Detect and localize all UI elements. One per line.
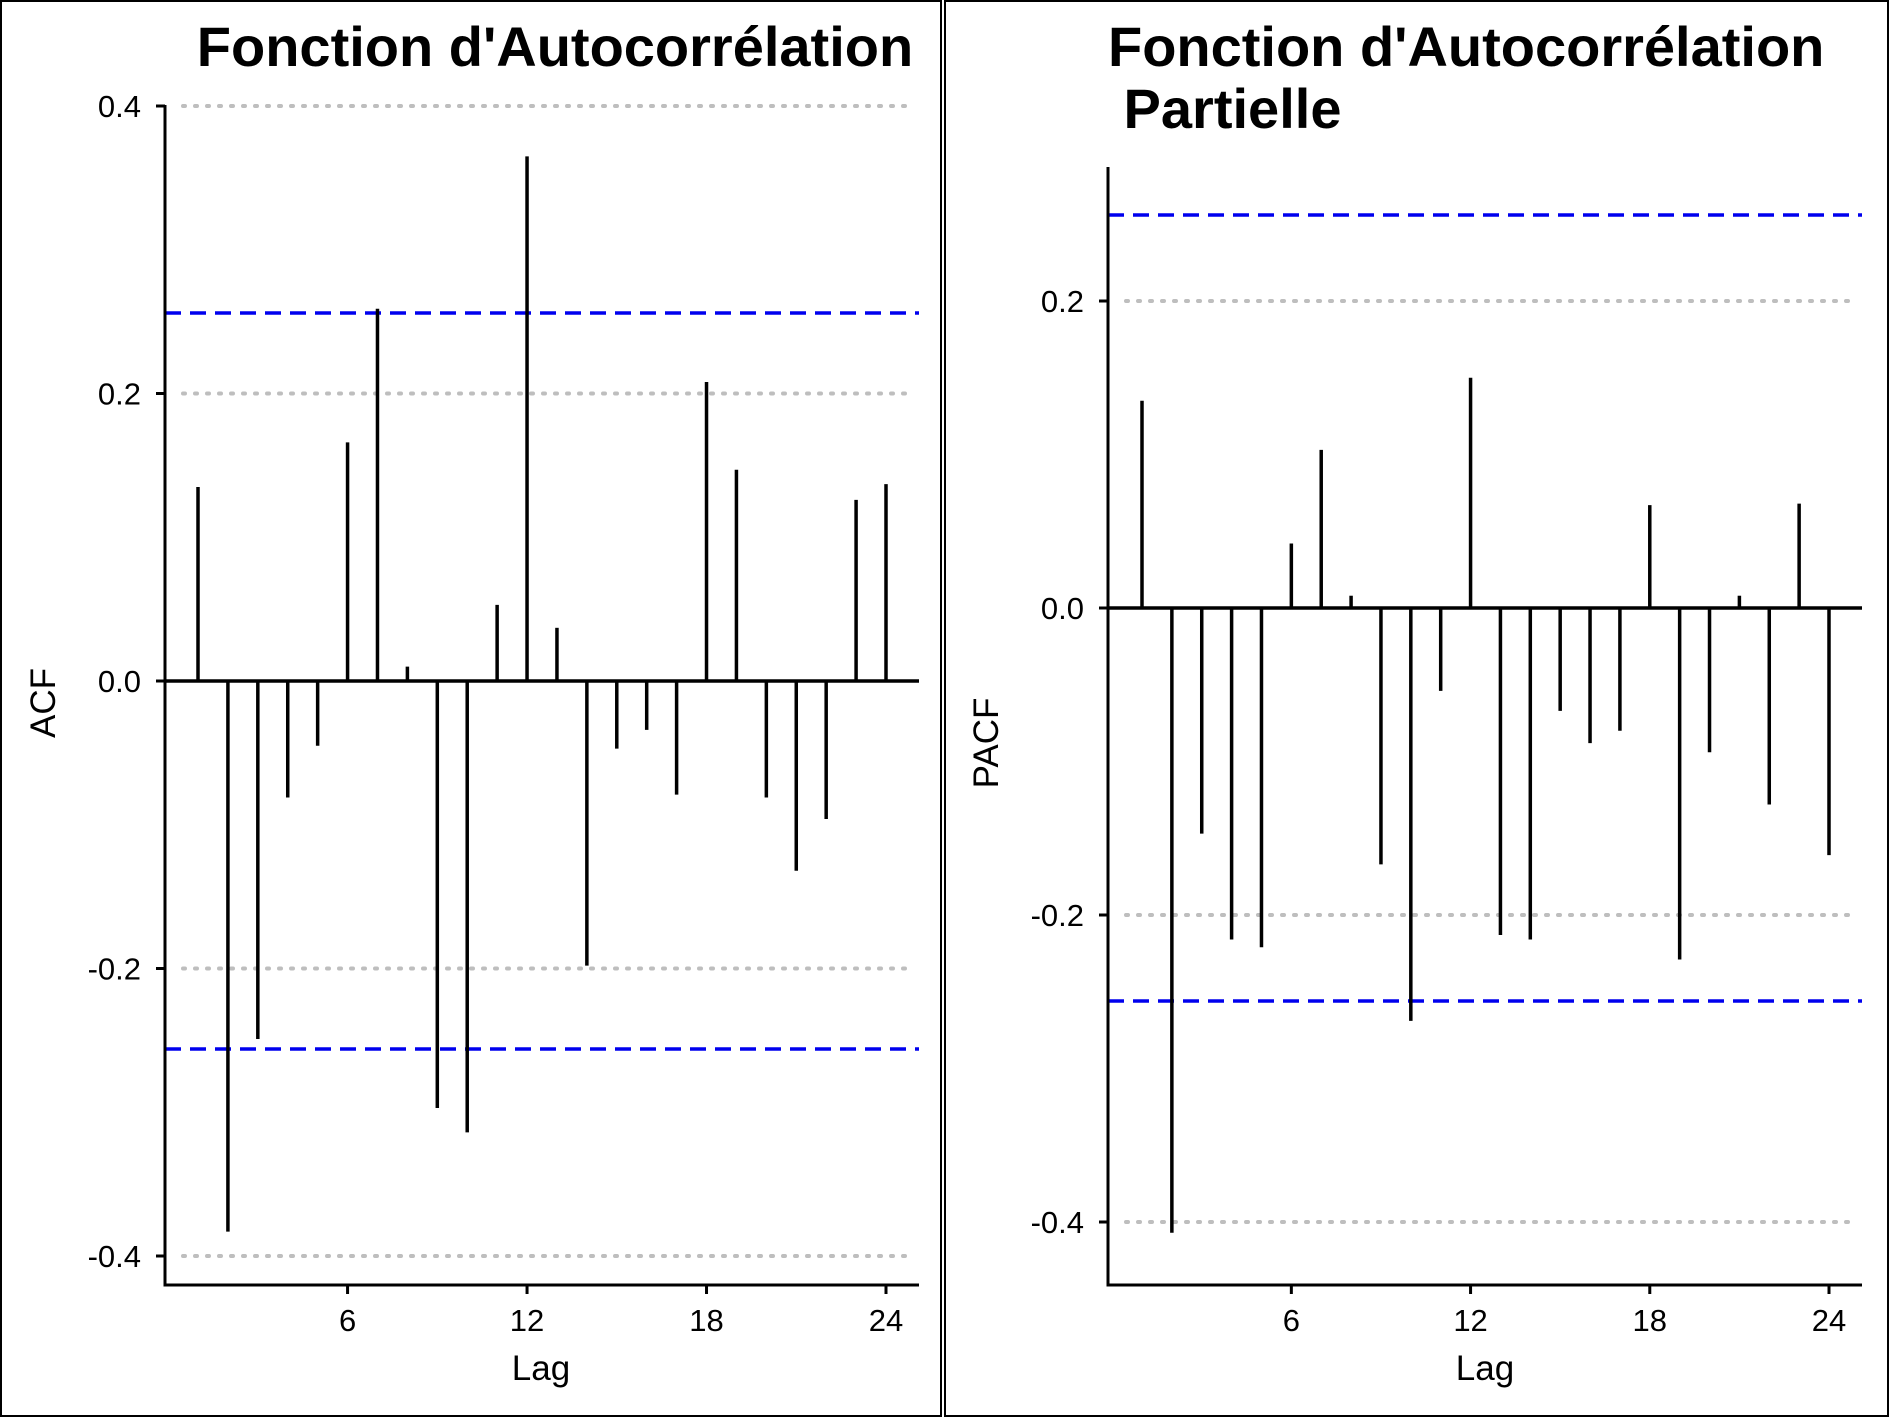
acf-x-tick-label: 24	[869, 1303, 903, 1338]
acf-y-tick-label: 0.4	[98, 89, 141, 124]
acf-y-tick-label: -0.4	[88, 1239, 141, 1274]
acf-y-tick-label: 0.0	[98, 664, 141, 699]
pacf-title-line-2: Partielle	[1108, 77, 1341, 140]
acf-x-axis-label: Lag	[512, 1349, 570, 1388]
acf-title: Fonction d'Autocorrélation	[197, 15, 913, 78]
pacf-x-axis-label: Lag	[1456, 1349, 1514, 1388]
acf-x-tick-label: 18	[689, 1303, 723, 1338]
pacf-x-tick-label: 6	[1283, 1303, 1300, 1338]
acf-y-tick-label: 0.2	[98, 377, 141, 412]
pacf-x-tick-label: 18	[1633, 1303, 1667, 1338]
pacf-panel-border	[944, 0, 1889, 1417]
acf-y-tick-label: -0.2	[88, 952, 141, 987]
pacf-title-line-1: Fonction d'Autocorrélation	[1108, 15, 1824, 78]
pacf-y-tick-label: -0.4	[1031, 1205, 1084, 1240]
acf-y-axis-label: ACF	[24, 668, 63, 738]
pacf-y-tick-label: 0.0	[1041, 591, 1084, 626]
pacf-y-axis-label: PACF	[967, 698, 1006, 789]
acf-panel-border	[0, 0, 942, 1417]
pacf-y-tick-label: -0.2	[1031, 898, 1084, 933]
acf-chart: Fonction d'Autocorrélation Lag ACF -0.4 -…	[24, 15, 919, 1388]
pacf-x-tick-label: 24	[1812, 1303, 1846, 1338]
acf-x-tick-label: 12	[510, 1303, 544, 1338]
pacf-x-tick-label: 12	[1453, 1303, 1487, 1338]
pacf-y-tick-label: 0.2	[1041, 284, 1084, 319]
acf-x-tick-label: 6	[339, 1303, 356, 1338]
pacf-chart: Fonction d'Autocorrélation Partielle Lag…	[967, 15, 1862, 1388]
